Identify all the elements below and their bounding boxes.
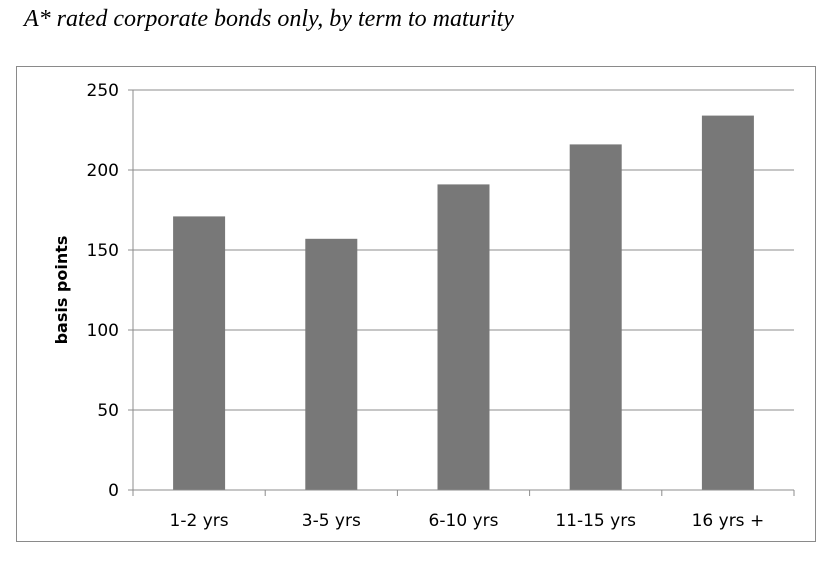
bar <box>173 216 226 490</box>
x-category-label: 3-5 yrs <box>302 511 361 531</box>
bar <box>305 238 358 490</box>
chart-title: A* rated corporate bonds only, by term t… <box>24 6 514 32</box>
x-category-label: 1-2 yrs <box>170 511 229 531</box>
y-tick-label: 100 <box>87 321 119 341</box>
y-axis-label: basis points <box>52 236 71 345</box>
bar <box>701 115 754 490</box>
bar <box>569 144 622 490</box>
chart-frame <box>16 66 816 542</box>
bar <box>437 184 490 490</box>
x-category-label: 6-10 yrs <box>429 511 499 531</box>
bars <box>173 115 754 490</box>
y-tick-label: 150 <box>87 241 119 261</box>
y-tick-label: 250 <box>87 81 119 101</box>
y-tick-labels: 0 50 100 150 200 250 <box>87 81 119 501</box>
x-category-label: 11-15 yrs <box>555 511 636 531</box>
x-category-label: 16 yrs + <box>692 511 765 531</box>
axes <box>128 89 795 496</box>
y-tick-label: 200 <box>87 161 119 181</box>
y-tick-label: 50 <box>97 401 119 421</box>
y-tick-label: 0 <box>108 481 119 501</box>
x-category-labels: 1-2 yrs 3-5 yrs 6-10 yrs 11-15 yrs 16 yrs + <box>170 511 765 531</box>
